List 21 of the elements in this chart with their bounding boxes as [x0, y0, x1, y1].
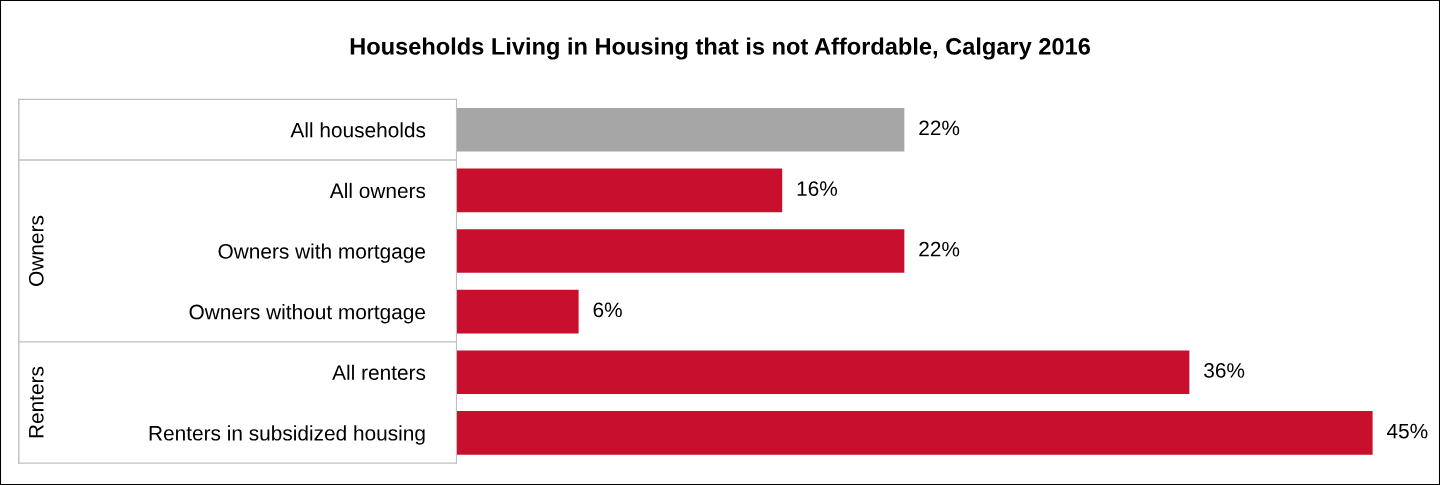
y-tick-label: All owners	[329, 182, 426, 199]
bar	[456, 289, 579, 334]
bar	[456, 168, 783, 213]
y-tick-label: All households	[290, 122, 426, 138]
y-tick-label: Owners with mortgage	[218, 243, 426, 263]
data-label: 45%	[1386, 423, 1428, 439]
data-label: 16%	[797, 181, 838, 196]
chart-title: Households Living in Housing that is not Affordable, Calgary 2016	[350, 37, 1090, 60]
text: Renters	[29, 366, 44, 438]
data-label: 36%	[1204, 363, 1245, 378]
y-tick-label: Owners without mortgage	[189, 304, 426, 324]
bar	[456, 411, 1373, 455]
y-tick-label: Renters in subsidized housing	[149, 425, 425, 445]
bar	[456, 350, 1190, 395]
data-label: 22%	[919, 120, 960, 136]
bar	[456, 107, 905, 152]
bar	[456, 229, 905, 273]
data-label: 22%	[919, 241, 960, 257]
text: Owners	[28, 215, 44, 286]
y-tick-label: All renters	[332, 364, 426, 380]
data-label: 6%	[593, 302, 622, 318]
